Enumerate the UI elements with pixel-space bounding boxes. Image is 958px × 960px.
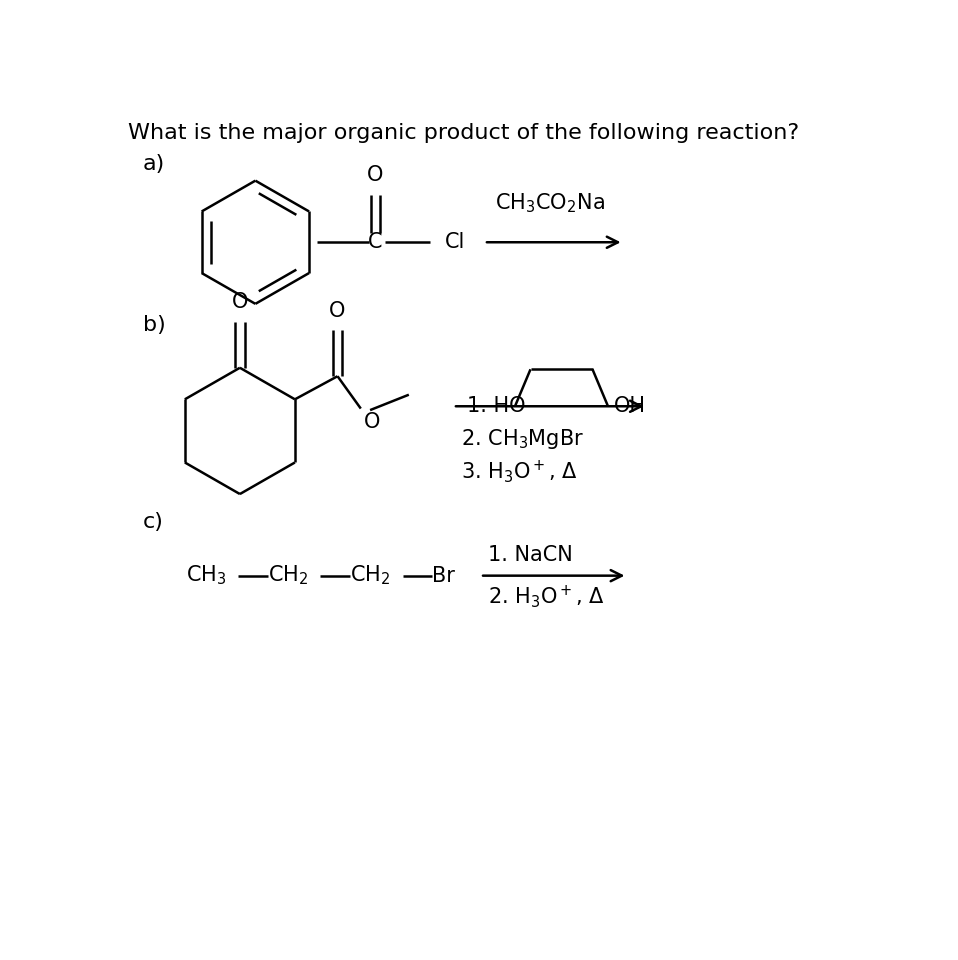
Text: 1. NaCN: 1. NaCN: [488, 545, 573, 564]
Text: What is the major organic product of the following reaction?: What is the major organic product of the…: [127, 123, 799, 143]
Text: Cl: Cl: [445, 232, 466, 252]
Text: a): a): [143, 154, 165, 174]
Text: OH: OH: [614, 396, 647, 417]
Text: 1. HO: 1. HO: [467, 396, 525, 417]
Text: CH$_3$CO$_2$Na: CH$_3$CO$_2$Na: [495, 192, 604, 215]
Text: b): b): [143, 316, 166, 335]
Text: 3. H$_3$O$^+$, Δ: 3. H$_3$O$^+$, Δ: [461, 458, 578, 485]
Text: CH$_2$: CH$_2$: [350, 564, 390, 588]
Text: c): c): [143, 512, 164, 532]
Text: CH$_3$: CH$_3$: [186, 564, 226, 588]
Text: O: O: [367, 165, 384, 185]
Text: O: O: [232, 292, 248, 312]
Text: Br: Br: [432, 565, 455, 586]
Text: C: C: [368, 232, 383, 252]
Text: O: O: [364, 412, 380, 432]
Text: CH$_2$: CH$_2$: [268, 564, 308, 588]
Text: O: O: [330, 300, 346, 321]
Text: 2. H$_3$O$^+$, Δ: 2. H$_3$O$^+$, Δ: [488, 584, 604, 611]
Text: 2. CH$_3$MgBr: 2. CH$_3$MgBr: [461, 427, 583, 451]
